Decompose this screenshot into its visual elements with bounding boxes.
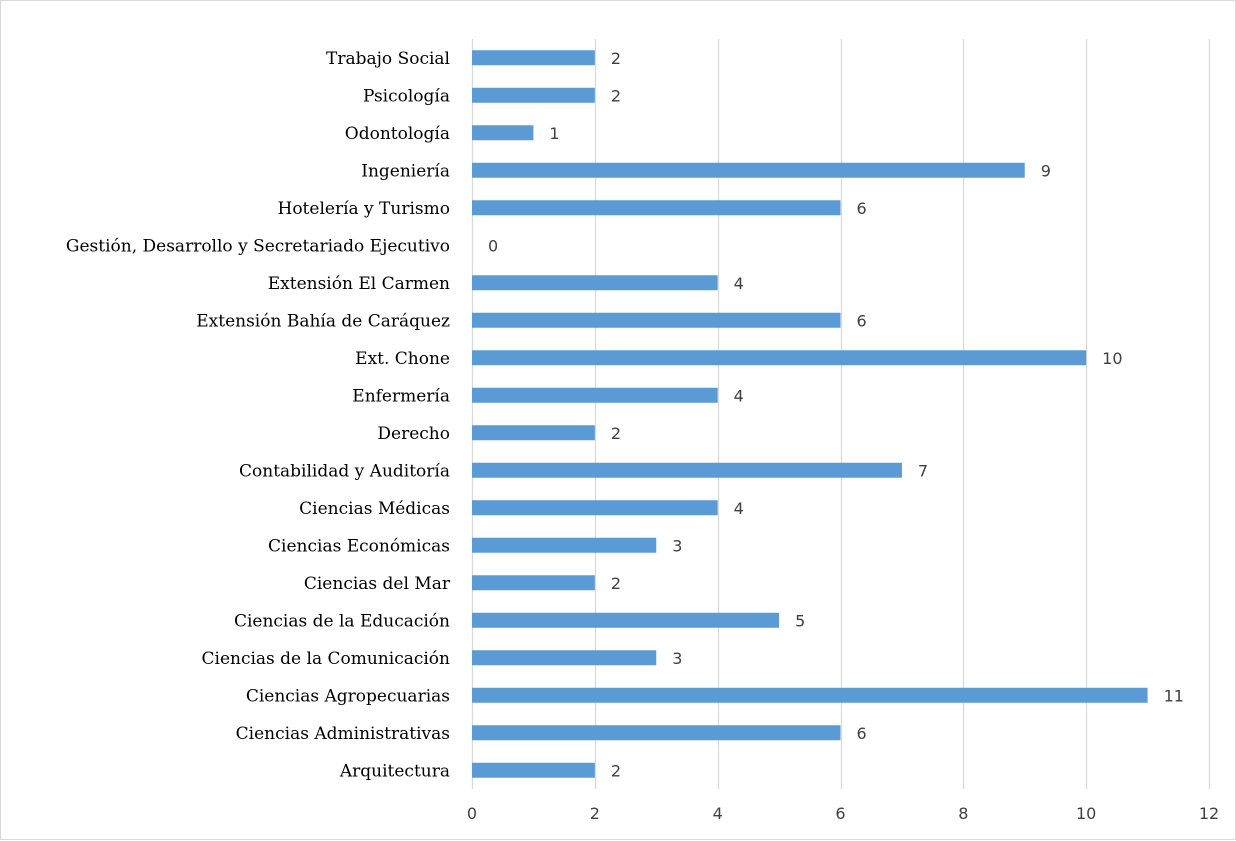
data-label: 2 [611,574,621,593]
category-label: Derecho [377,424,450,444]
category-label: Ciencias de la Educación [234,611,450,631]
bar [472,162,1025,178]
bar [472,387,718,403]
data-label: 6 [857,724,867,743]
bar [472,650,657,666]
data-label: 1 [549,124,559,143]
bar [472,50,595,66]
data-label: 6 [857,199,867,218]
x-tick-label: 10 [1076,804,1096,823]
data-label: 2 [611,761,621,780]
category-label: Ciencias del Mar [304,574,451,594]
bar [472,275,718,291]
data-label: 3 [672,536,682,555]
data-label: 4 [734,499,744,518]
x-tick-label: 6 [835,804,845,823]
data-label: 2 [611,424,621,443]
category-label: Ciencias Agropecuarias [246,686,450,706]
data-label: 9 [1041,161,1051,180]
data-label: 2 [611,49,621,68]
category-label: Hotelería y Turismo [278,199,451,219]
data-label: 11 [1164,686,1184,705]
data-label: 0 [488,236,498,255]
x-tick-label: 0 [467,804,477,823]
category-label: Ext. Chone [355,349,450,369]
bar [472,312,841,328]
bar [472,462,902,478]
bar [472,762,595,778]
bar [472,200,841,216]
x-tick-label: 12 [1199,804,1219,823]
bar [472,725,841,741]
data-label: 5 [795,611,805,630]
category-label: Enfermería [352,386,450,406]
category-label: Ciencias Administrativas [236,724,450,744]
data-label: 3 [672,649,682,668]
bar [472,350,1087,366]
data-label: 2 [611,86,621,105]
bar [472,575,595,591]
category-label: Ingeniería [361,161,450,181]
x-tick-label: 8 [958,804,968,823]
bar [472,500,718,516]
category-label: Extensión El Carmen [268,274,450,294]
data-label: 4 [734,386,744,405]
data-label: 6 [857,311,867,330]
x-tick-label: 4 [713,804,723,823]
category-label: Contabilidad y Auditoría [239,461,450,481]
data-label: 7 [918,461,928,480]
bar [472,612,780,628]
category-label: Gestión, Desarrollo y Secretariado Ejecu… [66,236,450,256]
bar [472,537,657,553]
bar [472,687,1148,703]
category-label: Odontología [345,124,450,144]
category-label: Trabajo Social [326,49,450,69]
data-label: 4 [734,274,744,293]
category-label: Ciencias Médicas [299,499,450,519]
bar [472,425,595,441]
category-label: Extensión Bahía de Caráquez [196,311,450,331]
category-label: Ciencias de la Comunicación [202,649,451,669]
data-label: 10 [1102,349,1122,368]
x-tick-label: 2 [590,804,600,823]
category-label: Ciencias Económicas [268,536,450,556]
category-label: Psicología [363,86,450,106]
bar [472,125,534,141]
bar [472,87,595,103]
category-label: Arquitectura [339,761,450,781]
